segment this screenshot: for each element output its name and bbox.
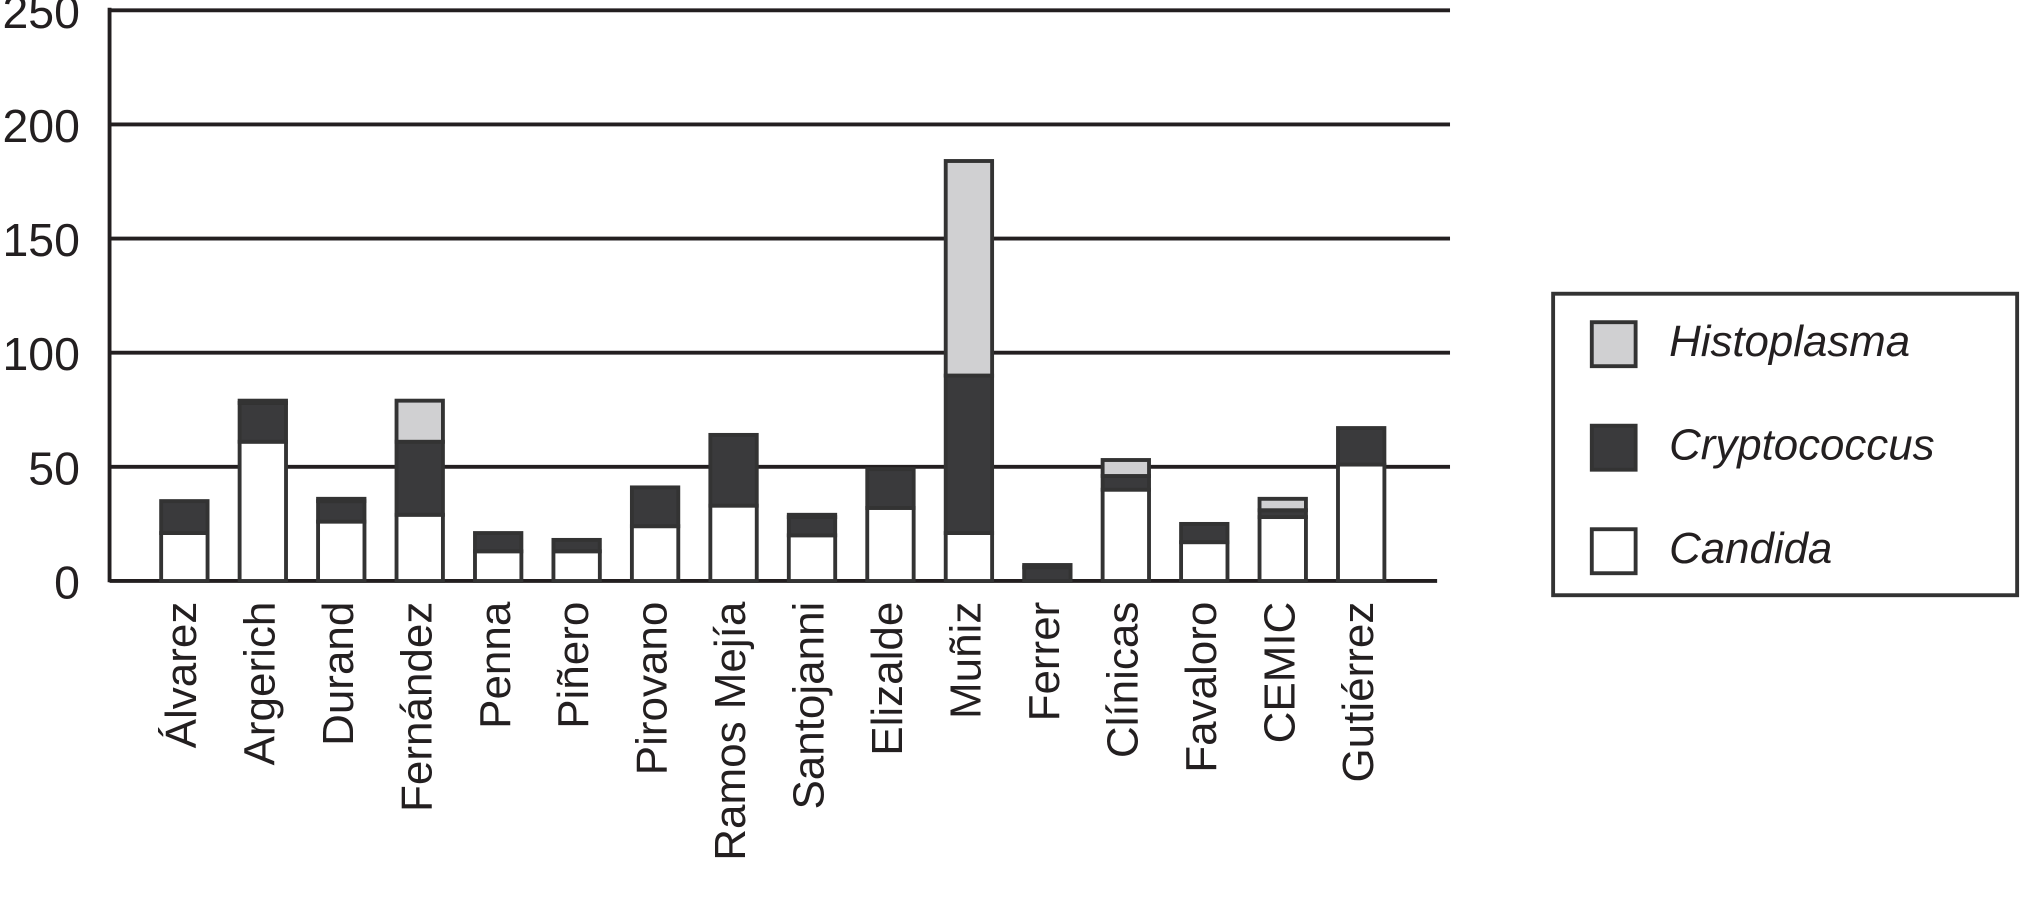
legend-swatch — [1589, 527, 1638, 576]
bar-segment — [1336, 462, 1387, 583]
bar-segment — [1257, 515, 1308, 583]
x-tick-label: Pirovano — [628, 602, 677, 776]
bar-segment — [943, 373, 995, 535]
legend-label: Histoplasma — [1669, 317, 1910, 366]
y-tick-label: 0 — [54, 556, 80, 608]
bar-segment — [943, 159, 995, 378]
bar-segment — [708, 432, 759, 508]
bar-segment — [1100, 474, 1151, 492]
bar-segment — [394, 439, 445, 517]
bar-segment — [1336, 426, 1387, 467]
x-tick-label: Fernández — [392, 602, 441, 812]
x-tick-label: Ramos Mejía — [706, 601, 755, 861]
bar-segment — [1179, 521, 1230, 545]
bar-segment — [629, 524, 681, 583]
bar-segment — [237, 439, 288, 583]
bar-segment — [1179, 540, 1230, 583]
bar-segment — [159, 499, 210, 535]
bar-segment — [1257, 496, 1308, 513]
bar-segment — [1100, 487, 1151, 583]
bar-segment — [865, 506, 916, 583]
x-tick-label: Piñero — [549, 602, 598, 729]
bar-segment — [394, 512, 445, 583]
bar-segment — [943, 531, 995, 583]
bar-segment — [551, 537, 602, 554]
bar-segment — [629, 485, 681, 529]
bar-segment — [394, 398, 445, 444]
x-tick-label: Favaloro — [1177, 602, 1226, 773]
x-tick-label: CEMIC — [1255, 602, 1304, 744]
bar-segment — [473, 531, 524, 554]
x-tick-label: Gutiérrez — [1334, 602, 1383, 783]
bar-segment — [237, 398, 288, 405]
x-tick-label: Muñiz — [942, 602, 991, 719]
legend-swatch — [1589, 320, 1638, 369]
x-tick-label: Álvarez — [157, 602, 206, 749]
bar-segment — [159, 531, 210, 583]
x-tick-label: Elizalde — [863, 602, 912, 756]
bar-segment — [786, 533, 838, 583]
bar-segment — [786, 512, 838, 520]
bar-segment — [786, 515, 838, 538]
y-tick-label: 250 — [3, 0, 80, 38]
y-tick-label: 100 — [3, 328, 80, 380]
bar-segment — [1100, 458, 1151, 478]
bar-segment — [1022, 565, 1073, 583]
y-tick-label: 50 — [28, 442, 80, 494]
bar-segment — [237, 401, 288, 444]
bar-segment — [316, 499, 367, 524]
y-tick-label: 150 — [3, 214, 80, 266]
x-tick-label: Clínicas — [1098, 602, 1147, 758]
x-tick-label: Argerich — [235, 602, 284, 766]
bar-segment — [316, 519, 367, 583]
bar-segment — [316, 496, 367, 504]
bar-segment — [865, 467, 916, 510]
bar-segment — [1022, 563, 1073, 570]
x-tick-label: Santojanni — [785, 602, 834, 810]
legend-label: Cryptococcus — [1669, 420, 1934, 469]
legend-swatch — [1589, 423, 1638, 472]
bar-segment — [551, 549, 602, 583]
y-tick-label: 200 — [3, 100, 80, 152]
legend-label: Candida — [1669, 524, 1832, 573]
x-tick-label: Durand — [314, 602, 363, 746]
x-tick-label: Penna — [471, 601, 520, 729]
bar-segment — [708, 503, 759, 583]
bar-segment — [473, 549, 524, 583]
x-tick-label: Ferrer — [1020, 602, 1069, 722]
